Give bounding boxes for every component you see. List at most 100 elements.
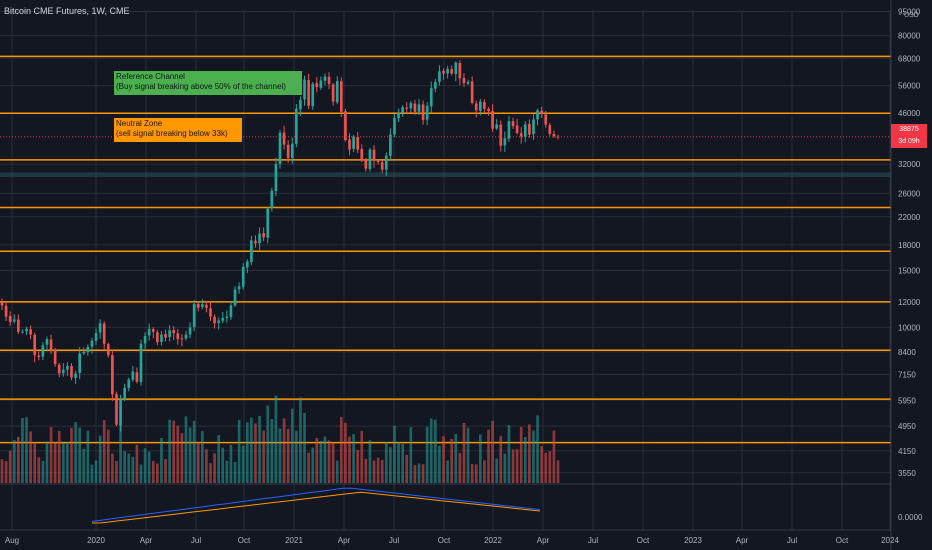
candle-body: [368, 149, 372, 169]
volume-bar: [487, 429, 490, 483]
volume-bar: [429, 418, 433, 483]
volume-bar: [151, 460, 155, 483]
candle-body: [53, 350, 57, 365]
volume-bar: [478, 434, 482, 483]
candle-body: [168, 330, 171, 338]
volume-bar: [376, 457, 380, 483]
volume-bar: [233, 461, 237, 483]
volume-bars: [0, 395, 560, 483]
volume-bar: [94, 460, 98, 483]
candle-body: [458, 62, 462, 79]
volume-bar: [389, 447, 392, 483]
volume-bar: [168, 419, 171, 483]
candle-body: [454, 62, 458, 75]
volume-bar: [495, 458, 499, 483]
price-tick-label: 5950: [898, 396, 916, 405]
price-tick-label: 4950: [898, 422, 916, 431]
candle-body: [295, 108, 298, 144]
indicator-slow-line: [91, 491, 541, 524]
candle-body: [82, 351, 86, 354]
candle-body: [487, 108, 490, 112]
price-tick-label: 12000: [898, 298, 921, 307]
candle-body: [274, 164, 278, 192]
price-tick-label: 22000: [898, 213, 921, 222]
volume-bar: [315, 437, 319, 483]
candle-body: [229, 305, 233, 318]
price-tick-label: 80000: [898, 32, 921, 41]
candle-body: [241, 266, 245, 287]
candle-body: [74, 373, 77, 378]
candle-body: [290, 143, 294, 158]
price-tick-label: 8400: [898, 348, 916, 357]
volume-bar: [217, 435, 221, 483]
candle-body: [70, 366, 73, 378]
candle-body: [278, 132, 282, 164]
candle-body: [544, 114, 548, 125]
candle-body: [127, 379, 131, 388]
volume-bar: [544, 452, 548, 483]
candle-body: [311, 83, 315, 107]
candle-body: [57, 364, 61, 374]
volume-bar: [507, 425, 511, 483]
candle-body: [29, 329, 32, 335]
time-axis[interactable]: Aug 2020 Apr Jul Oct 2021 Apr Jul Oct 2022 Apr Jul O…: [0, 529, 899, 545]
time-tick-label: 2023: [684, 536, 702, 545]
candle-body: [446, 69, 449, 74]
candle-body: [413, 103, 417, 112]
volume-bar: [278, 428, 282, 483]
candle-body: [221, 317, 225, 321]
current-price-value: 38875: [899, 126, 919, 133]
candle-body: [94, 333, 98, 341]
price-tick-label: 68000: [898, 54, 921, 63]
time-tick-label: Jul: [191, 536, 201, 545]
candle-body: [425, 105, 429, 120]
candle-body: [66, 365, 69, 370]
candle-body: [172, 329, 176, 334]
candle-body: [86, 346, 90, 353]
candle-body: [90, 340, 94, 347]
candle-body: [196, 303, 200, 308]
volume-bar: [254, 423, 257, 483]
volume-bar: [503, 453, 507, 483]
candle-body: [438, 71, 441, 82]
volume-bar: [70, 427, 73, 483]
volume-bar: [499, 435, 503, 483]
time-tick-label: Oct: [637, 536, 650, 545]
price-tick-label: 10000: [898, 323, 921, 332]
volume-bar: [454, 433, 458, 483]
volume-bar: [57, 430, 61, 483]
volume-bar: [180, 433, 184, 483]
time-tick-label: Jul: [588, 536, 598, 545]
volume-bar: [131, 456, 135, 483]
candle-body: [131, 371, 135, 380]
volume-bar: [111, 453, 114, 483]
neutral-zone-label[interactable]: Neutral Zone (sell signal breaking below…: [114, 118, 242, 142]
volume-bar: [380, 459, 384, 483]
volume-bar: [0, 459, 4, 483]
time-tick-label: Jul: [787, 536, 797, 545]
volume-bar: [470, 464, 474, 483]
volume-bar: [548, 451, 552, 483]
candle-body: [474, 103, 478, 111]
time-tick-label: Jul: [389, 536, 399, 545]
volume-bar: [25, 417, 28, 483]
candle-body: [233, 289, 237, 306]
candle-body: [380, 162, 384, 170]
candle-body: [429, 88, 433, 107]
candle-body: [393, 117, 396, 135]
volume-bar: [442, 436, 445, 483]
candle-body: [115, 394, 118, 425]
candle-body: [245, 261, 249, 268]
volume-bar: [209, 463, 212, 483]
candle-body: [147, 328, 151, 336]
volume-bar: [237, 419, 241, 483]
volume-bar: [462, 422, 466, 483]
reference-channel-label[interactable]: Reference Channel (Buy signal breaking a…: [114, 71, 302, 95]
candle-body: [78, 353, 82, 373]
volume-bar: [45, 441, 49, 483]
volume-bar: [213, 453, 216, 483]
candle-body: [360, 148, 364, 160]
price-tick-label: 18000: [898, 241, 921, 250]
candle-body: [528, 123, 531, 135]
